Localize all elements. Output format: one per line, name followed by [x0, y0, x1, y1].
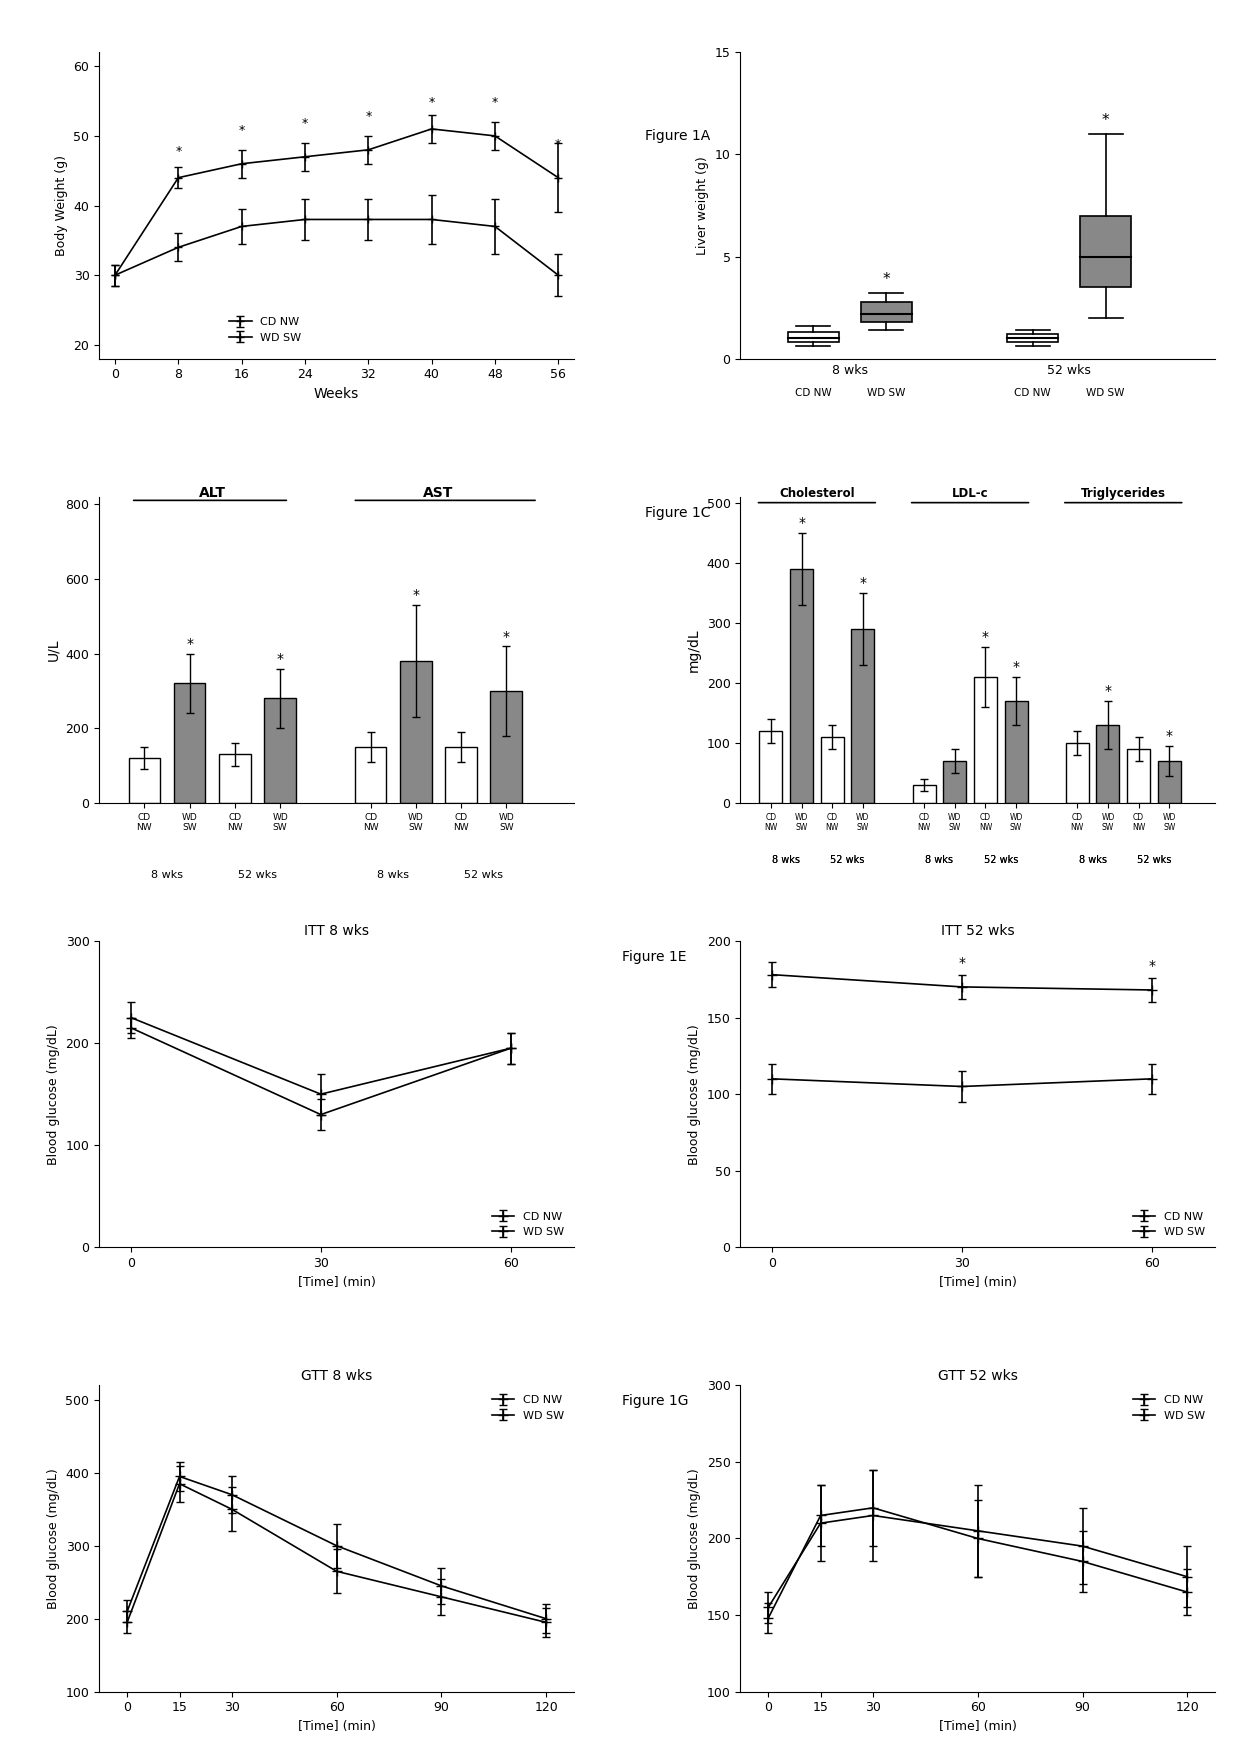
- Y-axis label: Blood glucose (mg/dL): Blood glucose (mg/dL): [47, 1024, 60, 1165]
- Text: *: *: [502, 630, 510, 644]
- X-axis label: Weeks: Weeks: [314, 387, 360, 401]
- Text: *: *: [1102, 113, 1110, 127]
- Y-axis label: Blood glucose (mg/dL): Blood glucose (mg/dL): [688, 1024, 701, 1165]
- Text: 52 wks: 52 wks: [464, 870, 503, 879]
- Text: 52 wks: 52 wks: [238, 870, 277, 879]
- Y-axis label: Blood glucose (mg/dL): Blood glucose (mg/dL): [688, 1468, 701, 1610]
- Text: *: *: [412, 588, 419, 602]
- Bar: [852, 630, 874, 802]
- Bar: [174, 684, 206, 802]
- Y-axis label: Blood glucose (mg/dL): Blood glucose (mg/dL): [47, 1468, 60, 1610]
- Text: 52 wks: 52 wks: [1137, 855, 1171, 865]
- Legend: CD NW, WD SW: CD NW, WD SW: [224, 312, 306, 347]
- Text: 8 wks: 8 wks: [151, 870, 184, 879]
- Bar: [1158, 760, 1180, 802]
- Bar: [759, 731, 782, 802]
- Text: ALT: ALT: [198, 485, 226, 499]
- X-axis label: [Time] (min): [Time] (min): [298, 1275, 376, 1289]
- Bar: [264, 698, 296, 802]
- Legend: CD NW, WD SW: CD NW, WD SW: [1128, 1207, 1210, 1242]
- Bar: [973, 677, 997, 802]
- Text: 8 wks: 8 wks: [773, 855, 800, 865]
- Text: 8 wks: 8 wks: [773, 855, 800, 865]
- Bar: [129, 759, 160, 802]
- Legend: CD NW, WD SW: CD NW, WD SW: [487, 1207, 568, 1242]
- Text: WD SW: WD SW: [1086, 387, 1125, 398]
- Bar: [861, 302, 911, 323]
- Text: *: *: [366, 110, 372, 124]
- Bar: [913, 785, 936, 802]
- Bar: [1080, 216, 1131, 288]
- Text: 52 wks: 52 wks: [831, 855, 864, 865]
- Bar: [401, 661, 432, 802]
- Bar: [1004, 701, 1028, 802]
- Text: 52 wks: 52 wks: [983, 855, 1018, 865]
- X-axis label: [Time] (min): [Time] (min): [939, 1275, 1017, 1289]
- Text: 52 wks: 52 wks: [983, 855, 1018, 865]
- Text: *: *: [556, 138, 562, 152]
- Text: *: *: [429, 96, 435, 110]
- Text: 8 wks: 8 wks: [1079, 855, 1106, 865]
- Text: *: *: [799, 516, 805, 530]
- Text: *: *: [1166, 729, 1173, 743]
- Text: Cholesterol: Cholesterol: [779, 487, 854, 499]
- Text: AST: AST: [423, 485, 454, 499]
- Bar: [821, 738, 843, 802]
- Y-axis label: Liver weight (g): Liver weight (g): [696, 157, 709, 255]
- Bar: [1096, 726, 1120, 802]
- Title: ITT 52 wks: ITT 52 wks: [941, 924, 1014, 938]
- Text: *: *: [982, 630, 990, 644]
- Bar: [1007, 335, 1058, 342]
- Text: Figure 1G: Figure 1G: [621, 1395, 688, 1409]
- Bar: [1127, 748, 1149, 802]
- Text: LDL-c: LDL-c: [952, 487, 988, 499]
- X-axis label: [Time] (min): [Time] (min): [298, 1720, 376, 1734]
- Bar: [944, 760, 966, 802]
- Legend: CD NW, WD SW: CD NW, WD SW: [1128, 1390, 1210, 1425]
- Title: GTT 52 wks: GTT 52 wks: [937, 1369, 1018, 1383]
- Text: WD SW: WD SW: [867, 387, 905, 398]
- Text: 52 wks: 52 wks: [1137, 855, 1171, 865]
- Y-axis label: mg/dL: mg/dL: [687, 628, 701, 671]
- Text: *: *: [1013, 659, 1019, 673]
- Bar: [1066, 743, 1089, 802]
- Text: *: *: [859, 576, 867, 589]
- Text: 8 wks: 8 wks: [925, 855, 954, 865]
- Text: *: *: [492, 96, 498, 110]
- Text: Figure 1C: Figure 1C: [645, 506, 711, 520]
- Text: 8 wks: 8 wks: [925, 855, 954, 865]
- Bar: [355, 746, 387, 802]
- Text: *: *: [186, 637, 193, 651]
- Text: CD NW: CD NW: [795, 387, 832, 398]
- Text: *: *: [277, 652, 284, 666]
- Text: *: *: [959, 956, 966, 970]
- Bar: [445, 746, 477, 802]
- Text: Figure 1E: Figure 1E: [621, 950, 686, 964]
- Text: Figure 1A: Figure 1A: [645, 129, 711, 143]
- Text: *: *: [1105, 684, 1111, 698]
- Text: *: *: [883, 272, 890, 288]
- Text: *: *: [1148, 959, 1156, 973]
- Text: *: *: [238, 124, 244, 138]
- Text: 52 wks: 52 wks: [831, 855, 864, 865]
- Title: ITT 8 wks: ITT 8 wks: [304, 924, 370, 938]
- Bar: [491, 691, 522, 802]
- Bar: [787, 331, 839, 342]
- Text: 8 wks: 8 wks: [377, 870, 409, 879]
- Text: *: *: [175, 145, 181, 159]
- Text: Triglycerides: Triglycerides: [1081, 487, 1166, 499]
- Bar: [790, 569, 813, 802]
- Text: 8 wks: 8 wks: [1079, 855, 1106, 865]
- Text: *: *: [301, 117, 308, 131]
- X-axis label: [Time] (min): [Time] (min): [939, 1720, 1017, 1734]
- Legend: CD NW, WD SW: CD NW, WD SW: [487, 1390, 568, 1425]
- Bar: [219, 755, 250, 802]
- Title: GTT 8 wks: GTT 8 wks: [301, 1369, 372, 1383]
- Text: CD NW: CD NW: [1014, 387, 1050, 398]
- Y-axis label: U/L: U/L: [46, 638, 60, 661]
- Y-axis label: Body Weight (g): Body Weight (g): [55, 155, 68, 256]
